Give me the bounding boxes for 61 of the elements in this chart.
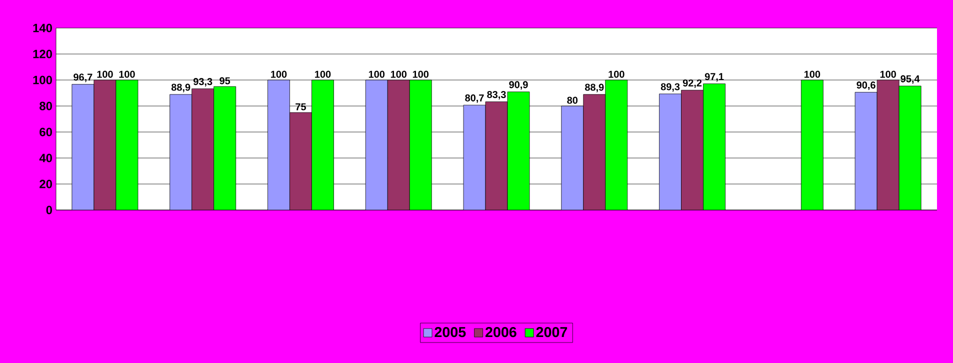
- bar: [94, 80, 116, 210]
- bar: [387, 80, 410, 210]
- bar: [561, 106, 584, 210]
- bar: [507, 92, 530, 210]
- bar: [703, 84, 726, 210]
- data-label: 100: [315, 70, 331, 78]
- y-tick-label: 80: [40, 102, 52, 110]
- bar: [800, 80, 824, 210]
- bar: [116, 80, 138, 210]
- bar: [170, 94, 192, 210]
- data-label: 97,1: [704, 73, 724, 82]
- data-label: 75: [296, 103, 306, 110]
- data-label: 95,4: [900, 75, 920, 84]
- data-label: 100: [119, 70, 135, 78]
- data-label: 88,9: [171, 84, 190, 92]
- bar: [876, 80, 900, 210]
- bar: [365, 80, 388, 210]
- bar: [463, 104, 486, 210]
- y-tick-label: 120: [33, 50, 52, 58]
- bar: [192, 88, 214, 210]
- bar: [409, 80, 432, 210]
- data-label: 89,3: [660, 83, 680, 92]
- data-label: 100: [368, 70, 385, 78]
- data-label: 96,7: [74, 74, 92, 82]
- bar: [583, 94, 606, 210]
- legend-label: 2007: [536, 327, 568, 338]
- data-label: 88,9: [585, 84, 604, 92]
- data-label: 100: [804, 70, 820, 78]
- bar: [605, 80, 628, 210]
- bar: [312, 80, 334, 210]
- data-label: 100: [271, 70, 287, 78]
- bar: [681, 90, 704, 210]
- data-label: 92,2: [682, 79, 702, 88]
- legend-label: 2005: [434, 327, 466, 338]
- data-label: 100: [608, 70, 624, 78]
- bar: [214, 86, 236, 210]
- data-label: 100: [97, 70, 113, 78]
- data-label: 100: [390, 70, 407, 78]
- bar: [290, 112, 312, 210]
- data-label: 80: [567, 96, 578, 104]
- y-tick-label: 140: [33, 24, 52, 32]
- y-tick-label: 20: [40, 180, 52, 188]
- data-label: 100: [412, 70, 429, 78]
- data-label: 100: [880, 70, 896, 78]
- bar: [485, 102, 508, 210]
- bar: [72, 84, 94, 210]
- data-label: 93,3: [193, 78, 212, 87]
- data-label: 80,7: [465, 94, 484, 103]
- y-tick-label: 40: [39, 154, 52, 162]
- bar: [898, 86, 922, 210]
- data-label: 83,3: [487, 91, 506, 100]
- bar: [659, 94, 682, 210]
- y-tick-label: 0: [46, 206, 52, 214]
- legend-label: 2006: [486, 327, 516, 338]
- y-tick-label: 60: [40, 128, 52, 136]
- bar: [854, 92, 878, 210]
- y-tick-label: 100: [33, 76, 52, 84]
- data-label: 90,6: [856, 82, 876, 90]
- data-label: 95: [220, 77, 230, 84]
- bar: [268, 80, 290, 210]
- data-label: 90,9: [509, 81, 528, 90]
